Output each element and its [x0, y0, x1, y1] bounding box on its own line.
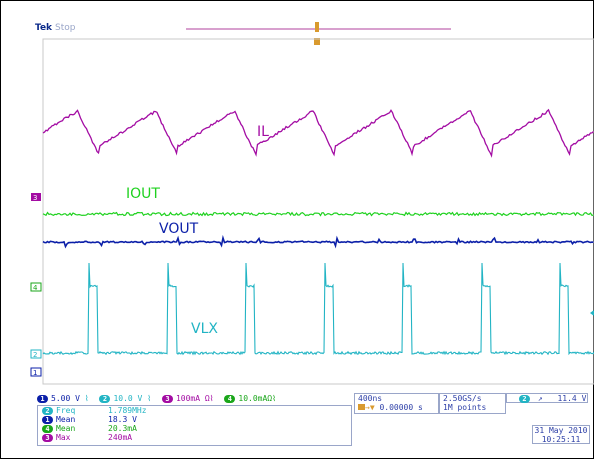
measurements-panel[interactable]: 2 Freq 1.789MHz 1 Mean 18.3 V 4 Mean 20.…: [37, 405, 352, 446]
channel-settings-bar: 1 5.00 V ⌇ 2 10.0 V ⌇ 3 100mA Ω⌇ 4 10.0mAΩ⌇: [37, 394, 346, 403]
timebase-scale: 400ns: [358, 394, 438, 403]
acquisition-panel[interactable]: 2.50GS/s 1M points: [439, 393, 506, 414]
timebase-panel[interactable]: 400ns →▼ 0.00000 s: [354, 393, 439, 414]
measurement-badge: 3: [42, 434, 53, 442]
il-waveform: [43, 110, 594, 156]
trigger-slope-icon: ↗: [538, 394, 543, 403]
measurement-row: 4 Mean 20.3mA: [42, 424, 351, 433]
ch4-setting[interactable]: 4 10.0mAΩ⌇: [224, 394, 276, 403]
measurement-label: Mean: [56, 424, 108, 433]
trigger-position-icon: [358, 404, 365, 410]
measurement-value: 18.3 V: [108, 415, 168, 424]
vlx-label: VLX: [191, 321, 218, 337]
ch2-scale: 10.0 V: [113, 394, 142, 403]
ch2-badge: 2: [99, 395, 110, 403]
svg-text:1: 1: [33, 369, 37, 377]
ch1-scale: 5.00 V: [51, 394, 80, 403]
ch4-scale: 10.0mAΩ⌇: [238, 394, 276, 403]
ch4-badge: 4: [224, 395, 235, 403]
ch1-ground-marker[interactable]: 1: [31, 368, 41, 377]
trigger-position-marker[interactable]: [315, 22, 319, 32]
iout-label: IOUT: [126, 186, 160, 202]
ch3-ground-marker[interactable]: 3: [31, 193, 41, 202]
record-length: 1M points: [443, 403, 505, 412]
svg-text:2: 2: [33, 351, 37, 359]
timebase-offset: 0.00000 s: [379, 403, 422, 412]
measurement-badge: 1: [42, 416, 53, 424]
ch3-scale: 100mA Ω⌇: [176, 394, 214, 403]
arrow-icon: →▼: [365, 403, 375, 412]
ch4-ground-marker[interactable]: 4: [31, 283, 41, 292]
graticule-border: [43, 39, 594, 384]
ch1-setting[interactable]: 1 5.00 V ⌇: [37, 394, 89, 403]
measurement-row: 1 Mean 18.3 V: [42, 415, 351, 424]
ch1-badge: 1: [37, 395, 48, 403]
ch3-setting[interactable]: 3 100mA Ω⌇: [162, 394, 214, 403]
iout-waveform: [43, 213, 594, 216]
measurement-label: Freq: [56, 406, 108, 415]
bandwidth-limit-icon: ⌇: [85, 394, 89, 403]
il-label: IL: [257, 124, 269, 140]
svg-text:3: 3: [33, 194, 37, 202]
ch3-badge: 3: [162, 395, 173, 403]
measurement-badge: 4: [42, 425, 53, 433]
time-label: 10:25:11: [533, 435, 589, 444]
datetime-panel: 31 May 2010 10:25:11: [532, 425, 590, 444]
measurement-label: Max: [56, 433, 108, 442]
sample-rate: 2.50GS/s: [443, 394, 505, 403]
measurement-value: 1.789MHz: [108, 406, 168, 415]
trigger-level: 11.4 V: [557, 394, 586, 403]
measurement-row: 3 Max 240mA: [42, 433, 351, 442]
measurement-badge: 2: [42, 407, 53, 415]
measurement-row: 2 Freq 1.789MHz: [42, 406, 351, 415]
trigger-panel[interactable]: 2 ↗ 11.4 V: [506, 393, 588, 403]
bandwidth-limit-icon: ⌇: [147, 394, 151, 403]
vout-label: VOUT: [159, 221, 199, 237]
trigger-level-arrow[interactable]: [590, 310, 594, 316]
svg-text:4: 4: [33, 284, 38, 292]
ch2-ground-marker[interactable]: 2: [31, 350, 41, 359]
vlx-waveform: [43, 263, 594, 354]
measurement-value: 20.3mA: [108, 424, 168, 433]
measurement-label: Mean: [56, 415, 108, 424]
date-label: 31 May 2010: [533, 426, 589, 435]
measurement-value: 240mA: [108, 433, 168, 442]
vout-waveform: [43, 238, 594, 247]
trigger-channel-badge: 2: [519, 395, 530, 403]
ch2-setting[interactable]: 2 10.0 V ⌇: [99, 394, 151, 403]
